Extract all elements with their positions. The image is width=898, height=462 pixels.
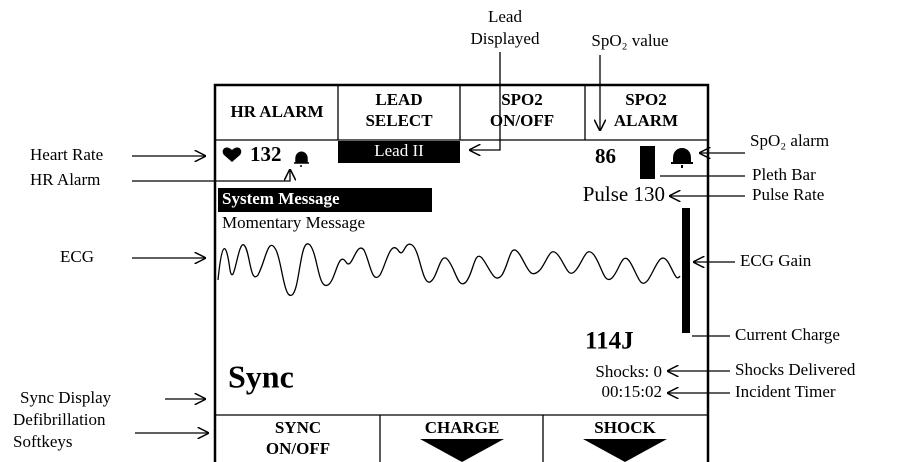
- heart-icon: [222, 147, 242, 162]
- ecg-gain-bar: [682, 208, 690, 333]
- callout-arrow: [132, 170, 290, 182]
- callout-label: Incident Timer: [735, 382, 836, 401]
- callout-label: SpO₂ value: [591, 31, 668, 50]
- softkey-label[interactable]: HR ALARM: [230, 102, 323, 121]
- system-message: System Message: [222, 189, 340, 208]
- current-charge: 114J: [585, 328, 634, 355]
- incident-timer: 00:15:02: [602, 382, 662, 401]
- lead-label: Lead II: [374, 141, 424, 160]
- callout-label: Heart Rate: [30, 145, 103, 164]
- softkey-label[interactable]: SPO2: [625, 90, 667, 109]
- callout-label: Displayed: [471, 29, 540, 48]
- callout-label: Sync Display: [20, 388, 112, 407]
- callout-label: SpO₂ alarm: [750, 131, 829, 150]
- softkey-label[interactable]: SHOCK: [594, 418, 656, 437]
- softkey-label[interactable]: SYNC: [275, 418, 321, 437]
- callout-label: Pulse Rate: [752, 185, 824, 204]
- lead-box: [338, 141, 460, 163]
- softkey-arrow: [583, 439, 667, 462]
- callout-label: Current Charge: [735, 325, 840, 344]
- softkey-label[interactable]: LEAD: [375, 90, 422, 109]
- ecg-waveform: [217, 243, 681, 296]
- callout-label: Defibrillation: [13, 410, 106, 429]
- screen-frame: [213, 83, 710, 462]
- spo2-value: 86: [595, 144, 616, 168]
- bell-icon: [294, 151, 309, 167]
- heart-rate: 132: [250, 142, 282, 166]
- softkey-label[interactable]: SPO2: [501, 90, 543, 109]
- softkey-arrow: [420, 439, 504, 462]
- pleth-bar: [640, 146, 655, 179]
- shocks-count: Shocks: 0: [595, 362, 662, 381]
- system-message-bar: [218, 188, 432, 212]
- callout-label: Softkeys: [13, 432, 73, 451]
- softkey-label[interactable]: ON/OFF: [490, 111, 554, 130]
- callout-label: Shocks Delivered: [735, 360, 856, 379]
- softkey-label[interactable]: ALARM: [614, 111, 678, 130]
- bell-icon: [671, 148, 693, 168]
- callout-label: Pleth Bar: [752, 165, 816, 184]
- momentary-message: Momentary Message: [222, 213, 365, 232]
- callout-label: ECG: [60, 247, 94, 266]
- sync-display: Sync: [228, 358, 294, 394]
- callout-arrow: [470, 52, 501, 150]
- softkey-label[interactable]: ON/OFF: [266, 439, 330, 458]
- callout-label: ECG Gain: [740, 251, 812, 270]
- callout-label: HR Alarm: [30, 170, 100, 189]
- softkey-label[interactable]: CHARGE: [425, 418, 500, 437]
- softkey-label[interactable]: SELECT: [365, 111, 433, 130]
- callout-label: Lead: [488, 7, 522, 26]
- pulse-rate: Pulse 130: [583, 182, 665, 206]
